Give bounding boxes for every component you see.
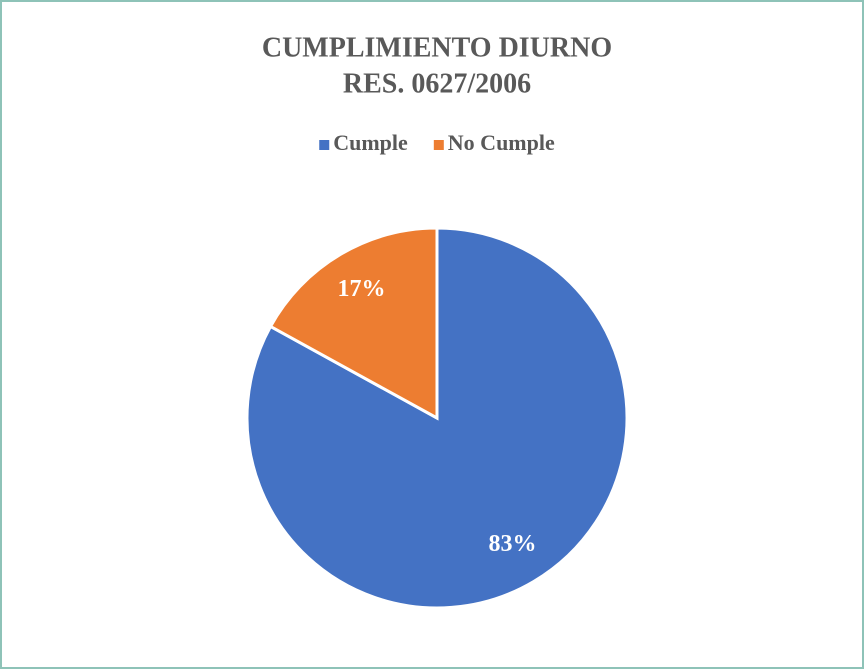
- chart-title: CUMPLIMIENTO DIURNO: [262, 32, 612, 63]
- legend-swatch: [433, 140, 444, 150]
- legend-label: Cumple: [333, 130, 408, 155]
- data-label: 83%: [488, 531, 536, 557]
- legend-swatch: [319, 140, 330, 150]
- chart-subtitle: RES. 0627/2006: [343, 68, 531, 99]
- data-label: 17%: [338, 276, 386, 302]
- pie-slice: [268, 226, 439, 421]
- legend-label: No Cumple: [448, 130, 555, 155]
